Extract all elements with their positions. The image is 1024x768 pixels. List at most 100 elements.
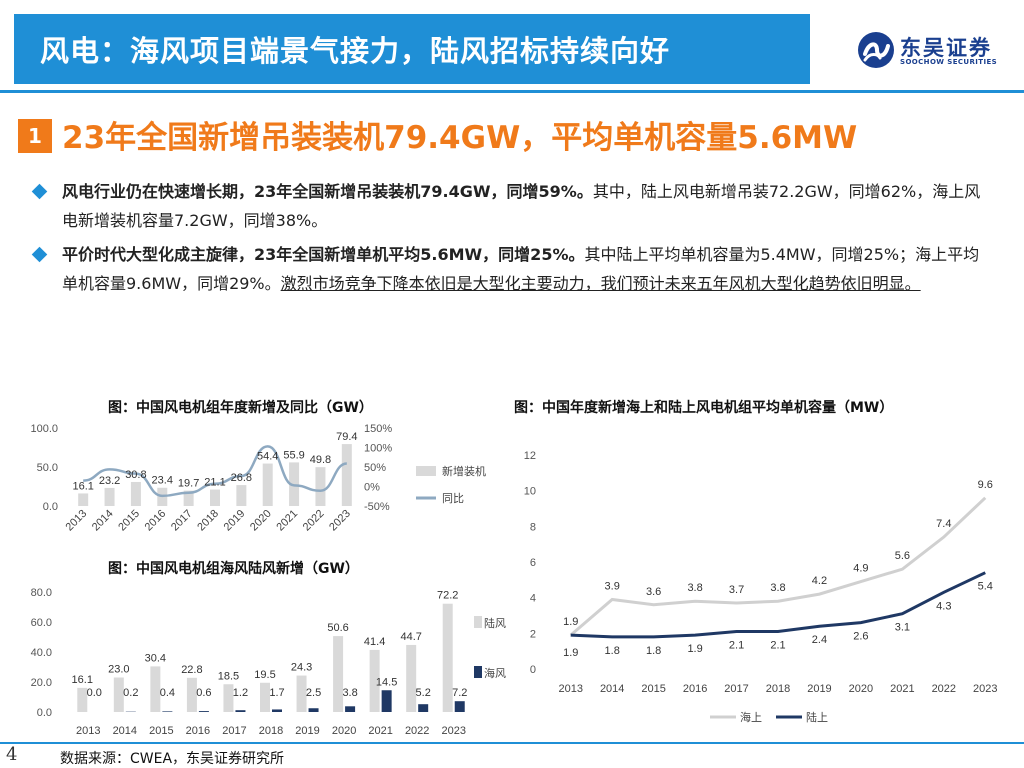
bullet-2-text: 其中陆上平均单机容量为5.4MW，同增25%；海上平均单机容量9.6MW，同增2… [62,245,980,293]
data-label-offshore: 3.9 [605,580,620,592]
bar-onshore [369,649,380,712]
y-left-tick-label: 50.0 [37,462,58,474]
x-tick-label: 2020 [849,683,873,695]
x-tick-label: 2019 [295,725,319,737]
data-label-offshore: 1.2 [233,687,248,699]
bar-added-capacity [130,481,141,506]
bar-offshore [198,711,209,712]
x-tick-label: 2016 [683,683,707,695]
bar-onshore [150,666,161,712]
data-label-onshore: 5.4 [978,581,993,593]
x-tick-label: 2023 [441,725,465,737]
line-offshore [569,496,987,637]
x-tick-label: 2019 [807,683,831,695]
data-label-offshore: 1.7 [269,687,284,699]
bar-offshore [418,704,429,712]
bar-added-capacity [341,444,352,506]
data-label-offshore: 14.5 [376,676,397,688]
logo-text-en: SOOCHOW SECURITIES [900,58,998,66]
data-label-added: 23.2 [99,475,120,487]
x-tick-label: 2015 [149,725,173,737]
x-tick-label: 2022 [301,508,327,534]
y-tick-label: 0.0 [37,707,52,719]
data-label-offshore: 3.8 [687,582,702,594]
data-label-offshore: 3.6 [646,586,661,598]
bar-onshore [260,682,270,712]
data-label-offshore: 7.4 [936,518,951,530]
data-label-offshore: 3.8 [342,687,357,699]
section-number: 1 [18,119,52,153]
header-divider [0,90,1024,93]
x-tick-label: 2023 [327,508,353,534]
data-label-onshore: 4.3 [936,600,951,612]
x-tick-label: 2017 [222,725,246,737]
x-tick-label: 2014 [600,683,624,695]
data-label-offshore: 0.4 [160,687,175,699]
chart2-caption: 图：中国风电机组海风陆风新增（GW） [108,561,359,577]
bar-onshore [333,636,344,712]
y-left-tick-label: 100.0 [30,423,58,435]
x-tick-label: 2023 [973,683,997,695]
data-label-onshore: 22.8 [181,664,202,676]
legend-label-onshore: 陆风 [484,616,506,630]
data-label-added: 54.4 [257,451,278,463]
data-label-added: 55.9 [283,449,304,461]
page-number: 4 [6,744,18,765]
x-tick-label: 2021 [274,508,300,534]
data-label-offshore: 9.6 [978,479,993,491]
x-tick-label: 2015 [116,508,142,534]
data-label-onshore: 1.8 [646,645,661,657]
data-label-onshore: 24.3 [291,662,312,674]
x-tick-label: 2013 [76,725,100,737]
y-tick-label: 20.0 [31,677,52,689]
data-label-onshore: 19.5 [254,669,275,681]
x-tick-label: 2016 [186,725,210,737]
section-title: 23年全国新增吊装装机79.4GW，平均单机容量5.6MW [62,120,858,156]
bar-onshore [406,644,417,712]
data-label-onshore: 72.2 [437,590,458,602]
x-tick-label: 2022 [932,683,956,695]
data-label-onshore: 41.4 [364,636,385,648]
x-tick-label: 2018 [766,683,790,695]
data-label-offshore: 3.8 [770,582,785,594]
bar-added-capacity [236,485,247,506]
bar-added-capacity [262,463,273,506]
data-label-offshore: 0.6 [196,687,211,699]
data-label-offshore: 7.2 [452,687,467,699]
x-tick-label: 2021 [890,683,914,695]
data-label-added: 30.8 [125,469,146,481]
bullet-diamond-icon [31,246,48,263]
data-label-offshore: 1.9 [563,616,578,628]
data-label-offshore: 0.2 [123,687,138,699]
bullet-1: 风电行业仍在快速增长期，23年全国新增吊装装机79.4GW，同增59%。其中，陆… [31,177,992,235]
header-banner: 风电：海风项目端景气接力，陆风招标持续向好 [14,14,810,84]
x-tick-label: 2018 [195,508,221,534]
legend-swatch-offshore [474,666,482,678]
data-label-onshore: 50.6 [327,622,348,634]
bar-onshore [113,677,124,712]
data-label-onshore: 2.4 [812,634,827,646]
data-label-onshore: 2.1 [729,640,744,652]
legend-label-added: 新增装机 [442,464,486,478]
bullet-2-bold: 平价时代大型化成主旋律，23年全国新增单机平均5.6MW，同增25%。 [62,245,585,264]
x-tick-label: 2021 [368,725,392,737]
data-label-offshore: 5.6 [895,550,910,562]
x-tick-label: 2016 [143,508,169,534]
y-right-tick-label: 100% [364,443,392,455]
chart3-caption: 图：中国年度新增海上和陆上风电机组平均单机容量（MW） [514,400,894,416]
x-tick-label: 2013 [558,683,582,695]
data-label-onshore: 1.9 [563,647,578,659]
legend-swatch-added [416,466,436,476]
bar-onshore [77,687,88,712]
data-label-offshore: 5.2 [416,687,431,699]
footer-divider [0,742,1024,744]
y-left-tick-label: 0.0 [43,501,58,513]
bar-added-capacity [210,489,220,506]
y-right-tick-label: -50% [364,501,390,513]
data-label-offshore: 4.9 [853,563,868,575]
data-label-onshore: 44.7 [400,631,421,643]
data-label-added: 79.4 [336,431,357,443]
bar-onshore [442,603,453,712]
legend-label-offshore: 海上 [740,710,762,724]
bullet-diamond-icon [31,183,48,200]
